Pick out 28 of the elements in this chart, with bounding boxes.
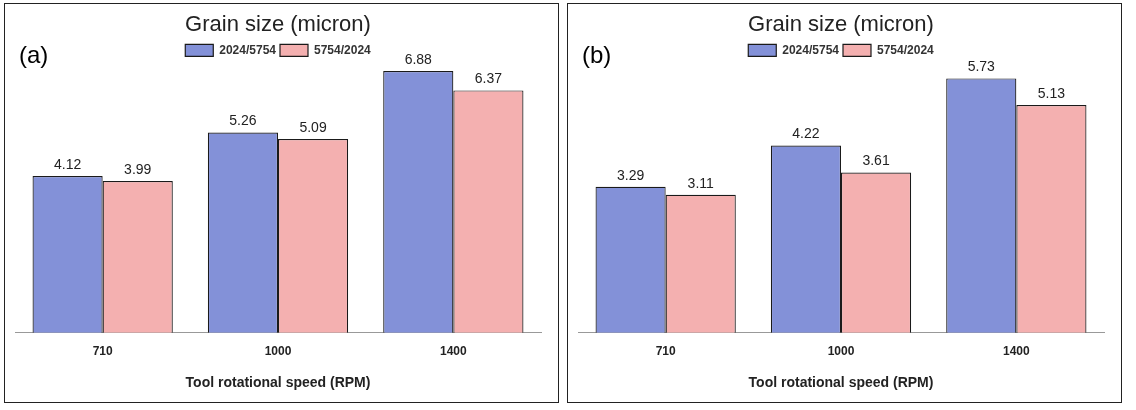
data-label: 5.26 [229,112,257,129]
text: (a) [19,40,49,68]
text: (b) [582,40,612,68]
legend-label: 2024/5754 [782,42,840,57]
legend-label: 2024/5754 [219,42,277,57]
x-axis-title: Tool rotational speed (RPM) [748,374,934,391]
x-tick-label: 1000 [827,344,855,359]
legend-label: 5754/2024 [314,42,372,57]
x-axis-title: Tool rotational speed (RPM) [185,374,371,391]
data-label: 5.73 [967,58,996,75]
data-label: 3.61 [862,152,890,169]
x-tick-label: 1400 [439,344,467,359]
data-label: 6.37 [474,70,503,87]
data-label: 3.11 [687,174,715,191]
data-label: 3.99 [124,160,152,177]
data-label: 6.88 [404,50,433,67]
chart-title: Grain size (micron) [185,11,371,37]
x-tick-label: 710 [655,344,676,359]
legend-label: 5754/2024 [877,42,935,57]
data-label: 4.12 [53,155,82,172]
data-label: 4.22 [792,125,820,142]
x-tick-label: 710 [92,344,113,359]
x-tick-label: 1000 [264,344,292,359]
data-label: 3.29 [616,166,645,183]
x-tick-label: 1400 [1002,344,1030,359]
data-label: 5.09 [299,118,327,135]
data-label: 5.13 [1037,84,1066,101]
chart-title: Grain size (micron) [748,11,934,37]
